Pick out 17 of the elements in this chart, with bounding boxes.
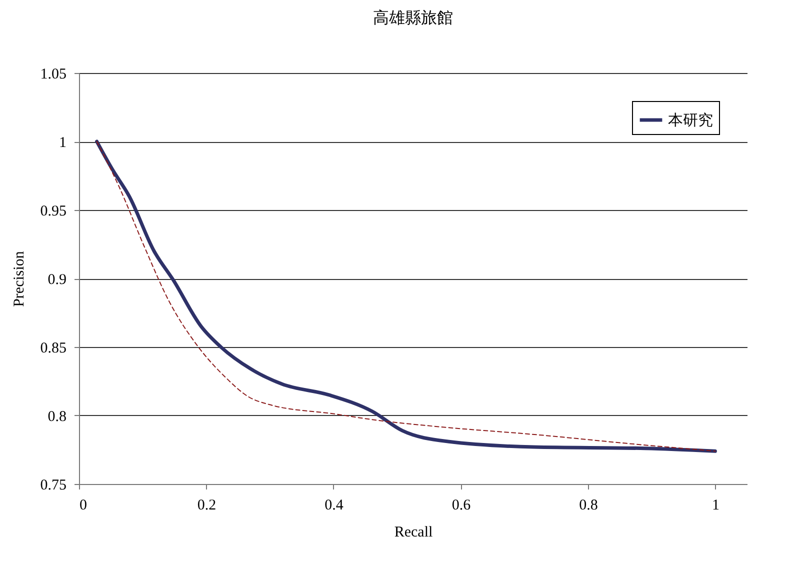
x-tick-label: 0 [80,498,87,514]
x-axis-title: Recall [394,524,433,540]
x-tick-label: 0.4 [324,498,344,514]
x-tick-label: 1 [712,498,720,514]
y-tick-label: 0.85 [40,340,66,356]
chart-title: 高雄縣旅館 [373,9,453,27]
y-tick-label: 0.8 [48,409,66,425]
y-tick-label: 0.9 [48,272,66,288]
y-axis-title: Precision [11,250,28,307]
x-tick-label: 0.8 [579,498,598,514]
y-tick-label: 1.05 [40,66,66,82]
x-tick-label: 0.2 [197,498,216,514]
y-tick-label: 0.95 [40,204,66,220]
x-tick-label: 0.6 [452,498,472,514]
legend-label: 本研究 [668,112,713,129]
y-tick-label: 1 [59,135,66,151]
y-tick-label: 0.75 [40,478,66,494]
